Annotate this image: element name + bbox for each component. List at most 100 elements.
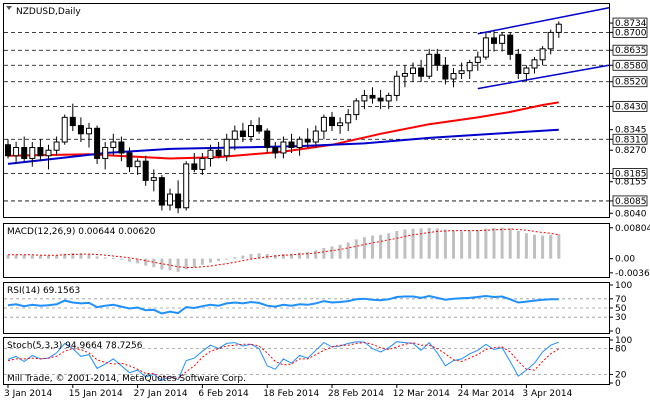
macd-bar-68 [557,234,561,259]
date-tick-0: 3 Jan 2014 [4,389,52,399]
macd-bar-67 [549,234,553,259]
candle-6 [53,136,60,156]
macd-bar-1 [14,254,18,259]
macd-bar-17 [144,258,148,266]
price-tick-3: 0.8580 [615,61,647,71]
macd-bar-56 [460,231,464,259]
date-tick-1: 15 Jan 2014 [69,389,123,399]
stoch-panel-frame [3,337,610,385]
candle-44 [361,89,368,110]
macd-bar-39 [322,247,326,259]
candle-40 [329,111,335,132]
price-tick-0: 0.8734 [615,19,647,29]
macd-bar-44 [362,237,366,259]
price-tick-9: 0.8185 [615,170,647,180]
candle-28 [231,125,238,151]
macd-bar-49 [403,229,407,259]
macd-bar-16 [136,258,140,264]
macd-bar-33 [273,254,277,259]
price-label-box-2 [612,44,648,56]
candle-47 [385,92,392,110]
macd-signal-line [8,228,559,268]
macd-bar-0 [6,254,10,259]
date-tick-8: 3 Apr 2014 [522,389,572,399]
macd-bar-57 [468,231,472,259]
candle-31 [256,117,263,134]
macd-bar-8 [71,252,75,259]
macd-bar-59 [484,228,488,259]
macd-bar-52 [427,227,431,259]
price-label-box-4 [612,76,648,88]
candle-66 [539,46,546,66]
macd-bar-29 [241,255,245,259]
macd-bar-31 [257,253,261,259]
rsi-tick-0: 100 [615,281,632,291]
date-tick-7: 24 Mar 2014 [458,389,515,399]
candle-34 [280,136,287,159]
macd-histogram [6,227,561,272]
candle-9 [77,117,84,143]
candle-0 [5,139,11,159]
candle-7 [61,114,68,145]
macd-bar-28 [233,257,237,259]
macd-bar-24 [200,258,204,265]
candle-51 [418,59,425,82]
price-tick-1: 0.8700 [615,28,647,38]
macd-bar-42 [346,242,350,259]
candle-59 [482,32,489,60]
macd-bar-58 [476,230,480,259]
candle-12 [102,142,109,170]
moving-average-0 [7,101,559,160]
candle-10 [86,122,92,148]
date-tick-3: 6 Feb 2014 [198,389,249,399]
stoch-panel-title: Stoch(5,3,3) 94.9664 78.7256 [7,341,143,351]
trend-channel [477,7,610,90]
candle-13 [110,133,117,156]
macd-bar-23 [192,258,196,268]
candle-24 [199,152,206,175]
candle-30 [248,120,254,143]
candles [5,21,562,214]
macd-bar-55 [452,230,455,259]
candle-43 [353,98,360,121]
rsi-panel-title: RSI(14) 69.1563 [7,286,80,296]
candle-55 [450,68,457,88]
trend-line-1 [477,64,610,90]
candle-62 [507,32,514,60]
macd-bar-63 [516,231,520,259]
date-tick-6: 12 Mar 2014 [393,389,450,399]
candle-56 [458,62,465,79]
price-levels [4,32,609,202]
candle-53 [434,48,441,71]
price-panel-frame [3,3,610,218]
candle-23 [191,152,198,173]
candle-67 [547,29,554,55]
candle-42 [345,109,352,132]
date-tick-4: 18 Feb 2014 [263,389,319,399]
macd-bar-34 [281,254,285,259]
candle-15 [126,147,133,173]
candle-37 [304,128,311,148]
price-tick-2: 0.8635 [615,46,647,56]
price-label-box-11 [612,195,648,207]
macd-bar-48 [395,231,399,259]
macd-bar-3 [30,255,34,259]
macd-bar-35 [290,253,293,259]
chart-menu-arrow-icon[interactable] [6,6,12,10]
candle-45 [369,87,376,104]
macd-bar-26 [217,258,221,261]
price-tick-11: 0.8085 [615,197,647,207]
stochastic-lines [4,341,609,381]
candle-21 [175,180,182,214]
stoch-series-1 [7,342,560,380]
macd-bar-60 [492,227,496,259]
macd-bar-13 [111,257,115,259]
macd-bar-5 [47,255,50,259]
candle-49 [401,65,408,88]
macd-bar-9 [79,253,83,259]
candle-32 [264,128,271,153]
rsi-series [7,294,559,315]
price-label-box-7 [612,133,648,145]
